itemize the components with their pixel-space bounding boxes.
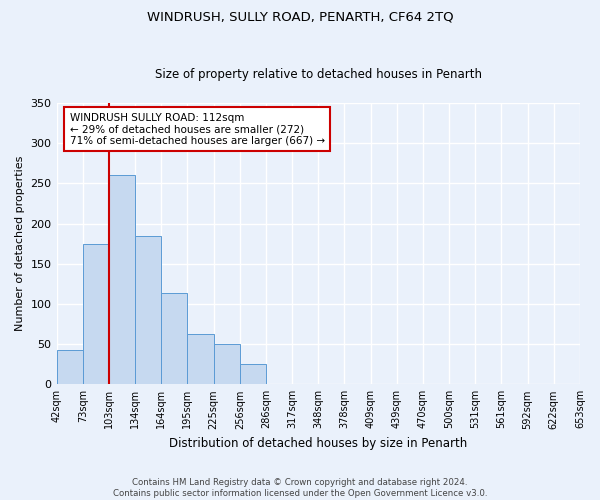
- Bar: [187, 334, 214, 384]
- Text: WINDRUSH, SULLY ROAD, PENARTH, CF64 2TQ: WINDRUSH, SULLY ROAD, PENARTH, CF64 2TQ: [146, 10, 454, 23]
- Title: Size of property relative to detached houses in Penarth: Size of property relative to detached ho…: [155, 68, 482, 81]
- Bar: [240, 364, 266, 384]
- Bar: [135, 236, 161, 384]
- Text: Contains HM Land Registry data © Crown copyright and database right 2024.
Contai: Contains HM Land Registry data © Crown c…: [113, 478, 487, 498]
- Text: WINDRUSH SULLY ROAD: 112sqm
← 29% of detached houses are smaller (272)
71% of se: WINDRUSH SULLY ROAD: 112sqm ← 29% of det…: [70, 112, 325, 146]
- X-axis label: Distribution of detached houses by size in Penarth: Distribution of detached houses by size …: [169, 437, 467, 450]
- Bar: [83, 244, 109, 384]
- Bar: [56, 350, 83, 384]
- Bar: [214, 344, 240, 385]
- Bar: [109, 176, 135, 384]
- Bar: [161, 292, 187, 384]
- Y-axis label: Number of detached properties: Number of detached properties: [15, 156, 25, 332]
